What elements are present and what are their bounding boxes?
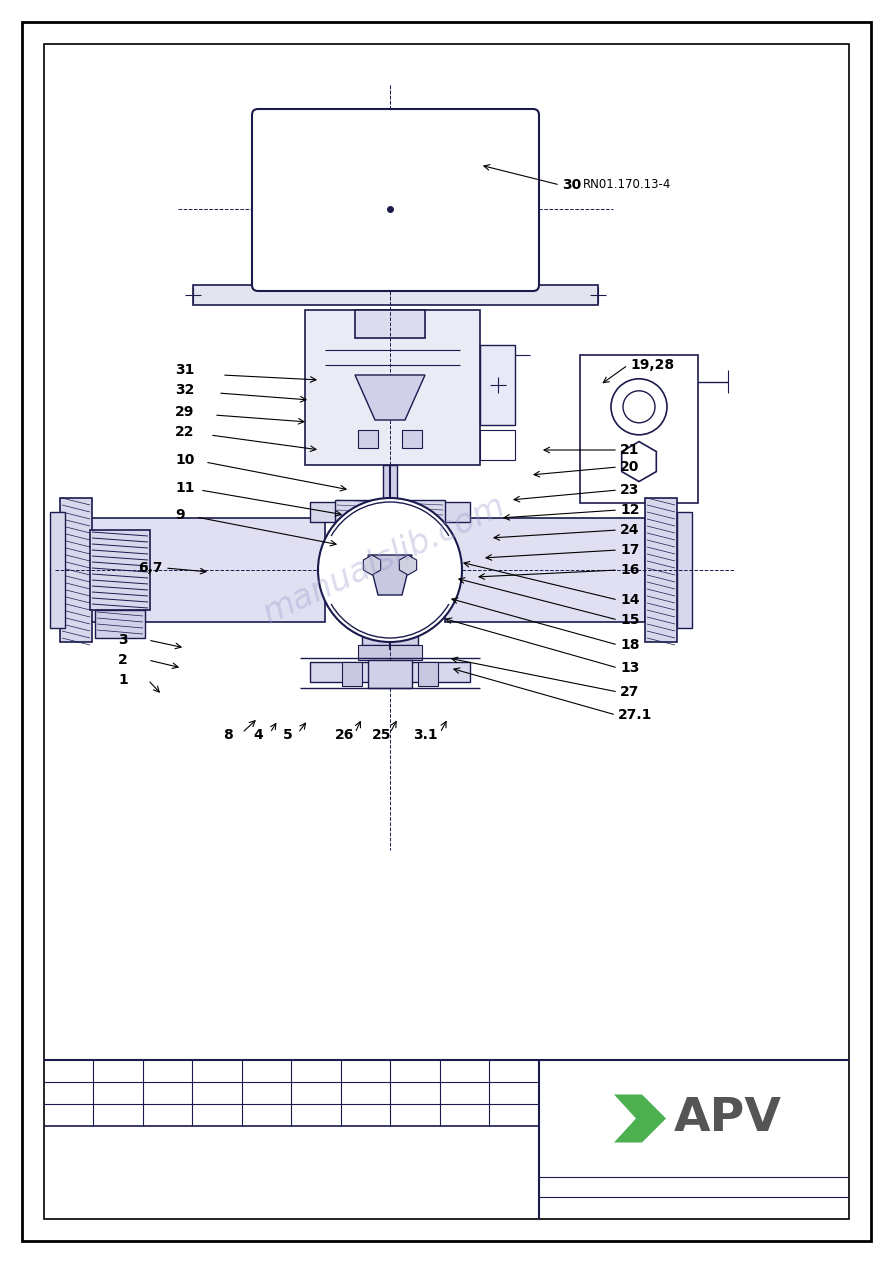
Bar (90, 530, 150, 610)
Text: 29: 29 (175, 405, 195, 419)
Text: 17: 17 (620, 543, 639, 557)
Bar (418, 662, 438, 686)
Text: 5: 5 (283, 727, 293, 741)
Bar (305, 309, 480, 465)
Text: 13: 13 (620, 661, 639, 674)
Bar (402, 429, 422, 448)
Bar (368, 661, 412, 688)
Text: 16: 16 (620, 563, 639, 577)
Bar (193, 285, 598, 304)
Text: 18: 18 (620, 638, 639, 652)
Text: 24: 24 (620, 523, 639, 537)
Text: 30: 30 (562, 178, 581, 192)
Text: APV: APV (674, 1096, 782, 1140)
Text: 1: 1 (118, 673, 128, 687)
Text: 4: 4 (253, 727, 263, 741)
Bar (480, 429, 515, 460)
Polygon shape (622, 442, 656, 481)
Text: 19,28: 19,28 (630, 357, 674, 373)
Text: 2: 2 (118, 653, 128, 667)
Bar (445, 518, 645, 621)
Text: manualslib.com: manualslib.com (257, 489, 511, 630)
Text: 27.1: 27.1 (618, 709, 653, 722)
Bar (358, 645, 422, 661)
Bar (480, 345, 515, 426)
Text: 3: 3 (118, 633, 128, 647)
Text: 25: 25 (372, 727, 392, 741)
Text: RN01.170.13-4: RN01.170.13-4 (583, 178, 672, 192)
Polygon shape (614, 1095, 666, 1143)
Bar (355, 309, 425, 338)
Text: 12: 12 (620, 503, 639, 517)
Text: 8: 8 (223, 727, 233, 741)
Text: 27: 27 (620, 685, 639, 698)
Bar (95, 610, 145, 638)
Bar (50, 512, 65, 628)
Text: 10: 10 (175, 453, 195, 467)
Polygon shape (368, 554, 412, 595)
Text: 32: 32 (175, 383, 195, 397)
Text: 9: 9 (175, 508, 185, 522)
Circle shape (623, 390, 655, 423)
Bar (580, 355, 698, 503)
Bar (90, 518, 325, 621)
Text: 26: 26 (335, 727, 355, 741)
Circle shape (611, 379, 667, 434)
Text: 15: 15 (620, 613, 639, 626)
Bar (677, 512, 692, 628)
Text: 31: 31 (175, 362, 195, 376)
Bar (310, 501, 470, 522)
Bar (335, 500, 445, 522)
Circle shape (318, 498, 462, 642)
Bar (645, 498, 677, 642)
Polygon shape (399, 554, 417, 575)
Bar (60, 498, 92, 642)
Text: 6,7: 6,7 (138, 561, 163, 575)
Text: 22: 22 (175, 426, 195, 440)
Text: 14: 14 (620, 594, 639, 608)
Text: 11: 11 (175, 481, 195, 495)
Bar (383, 465, 397, 500)
Polygon shape (363, 554, 380, 575)
Text: 21: 21 (620, 443, 639, 457)
FancyBboxPatch shape (252, 109, 539, 290)
Text: 23: 23 (620, 482, 639, 498)
Bar (310, 662, 470, 682)
Bar (342, 662, 362, 686)
Bar (358, 429, 378, 448)
Text: 3.1: 3.1 (413, 727, 438, 741)
Text: 20: 20 (620, 460, 639, 474)
Polygon shape (355, 375, 425, 421)
Bar (362, 610, 418, 645)
